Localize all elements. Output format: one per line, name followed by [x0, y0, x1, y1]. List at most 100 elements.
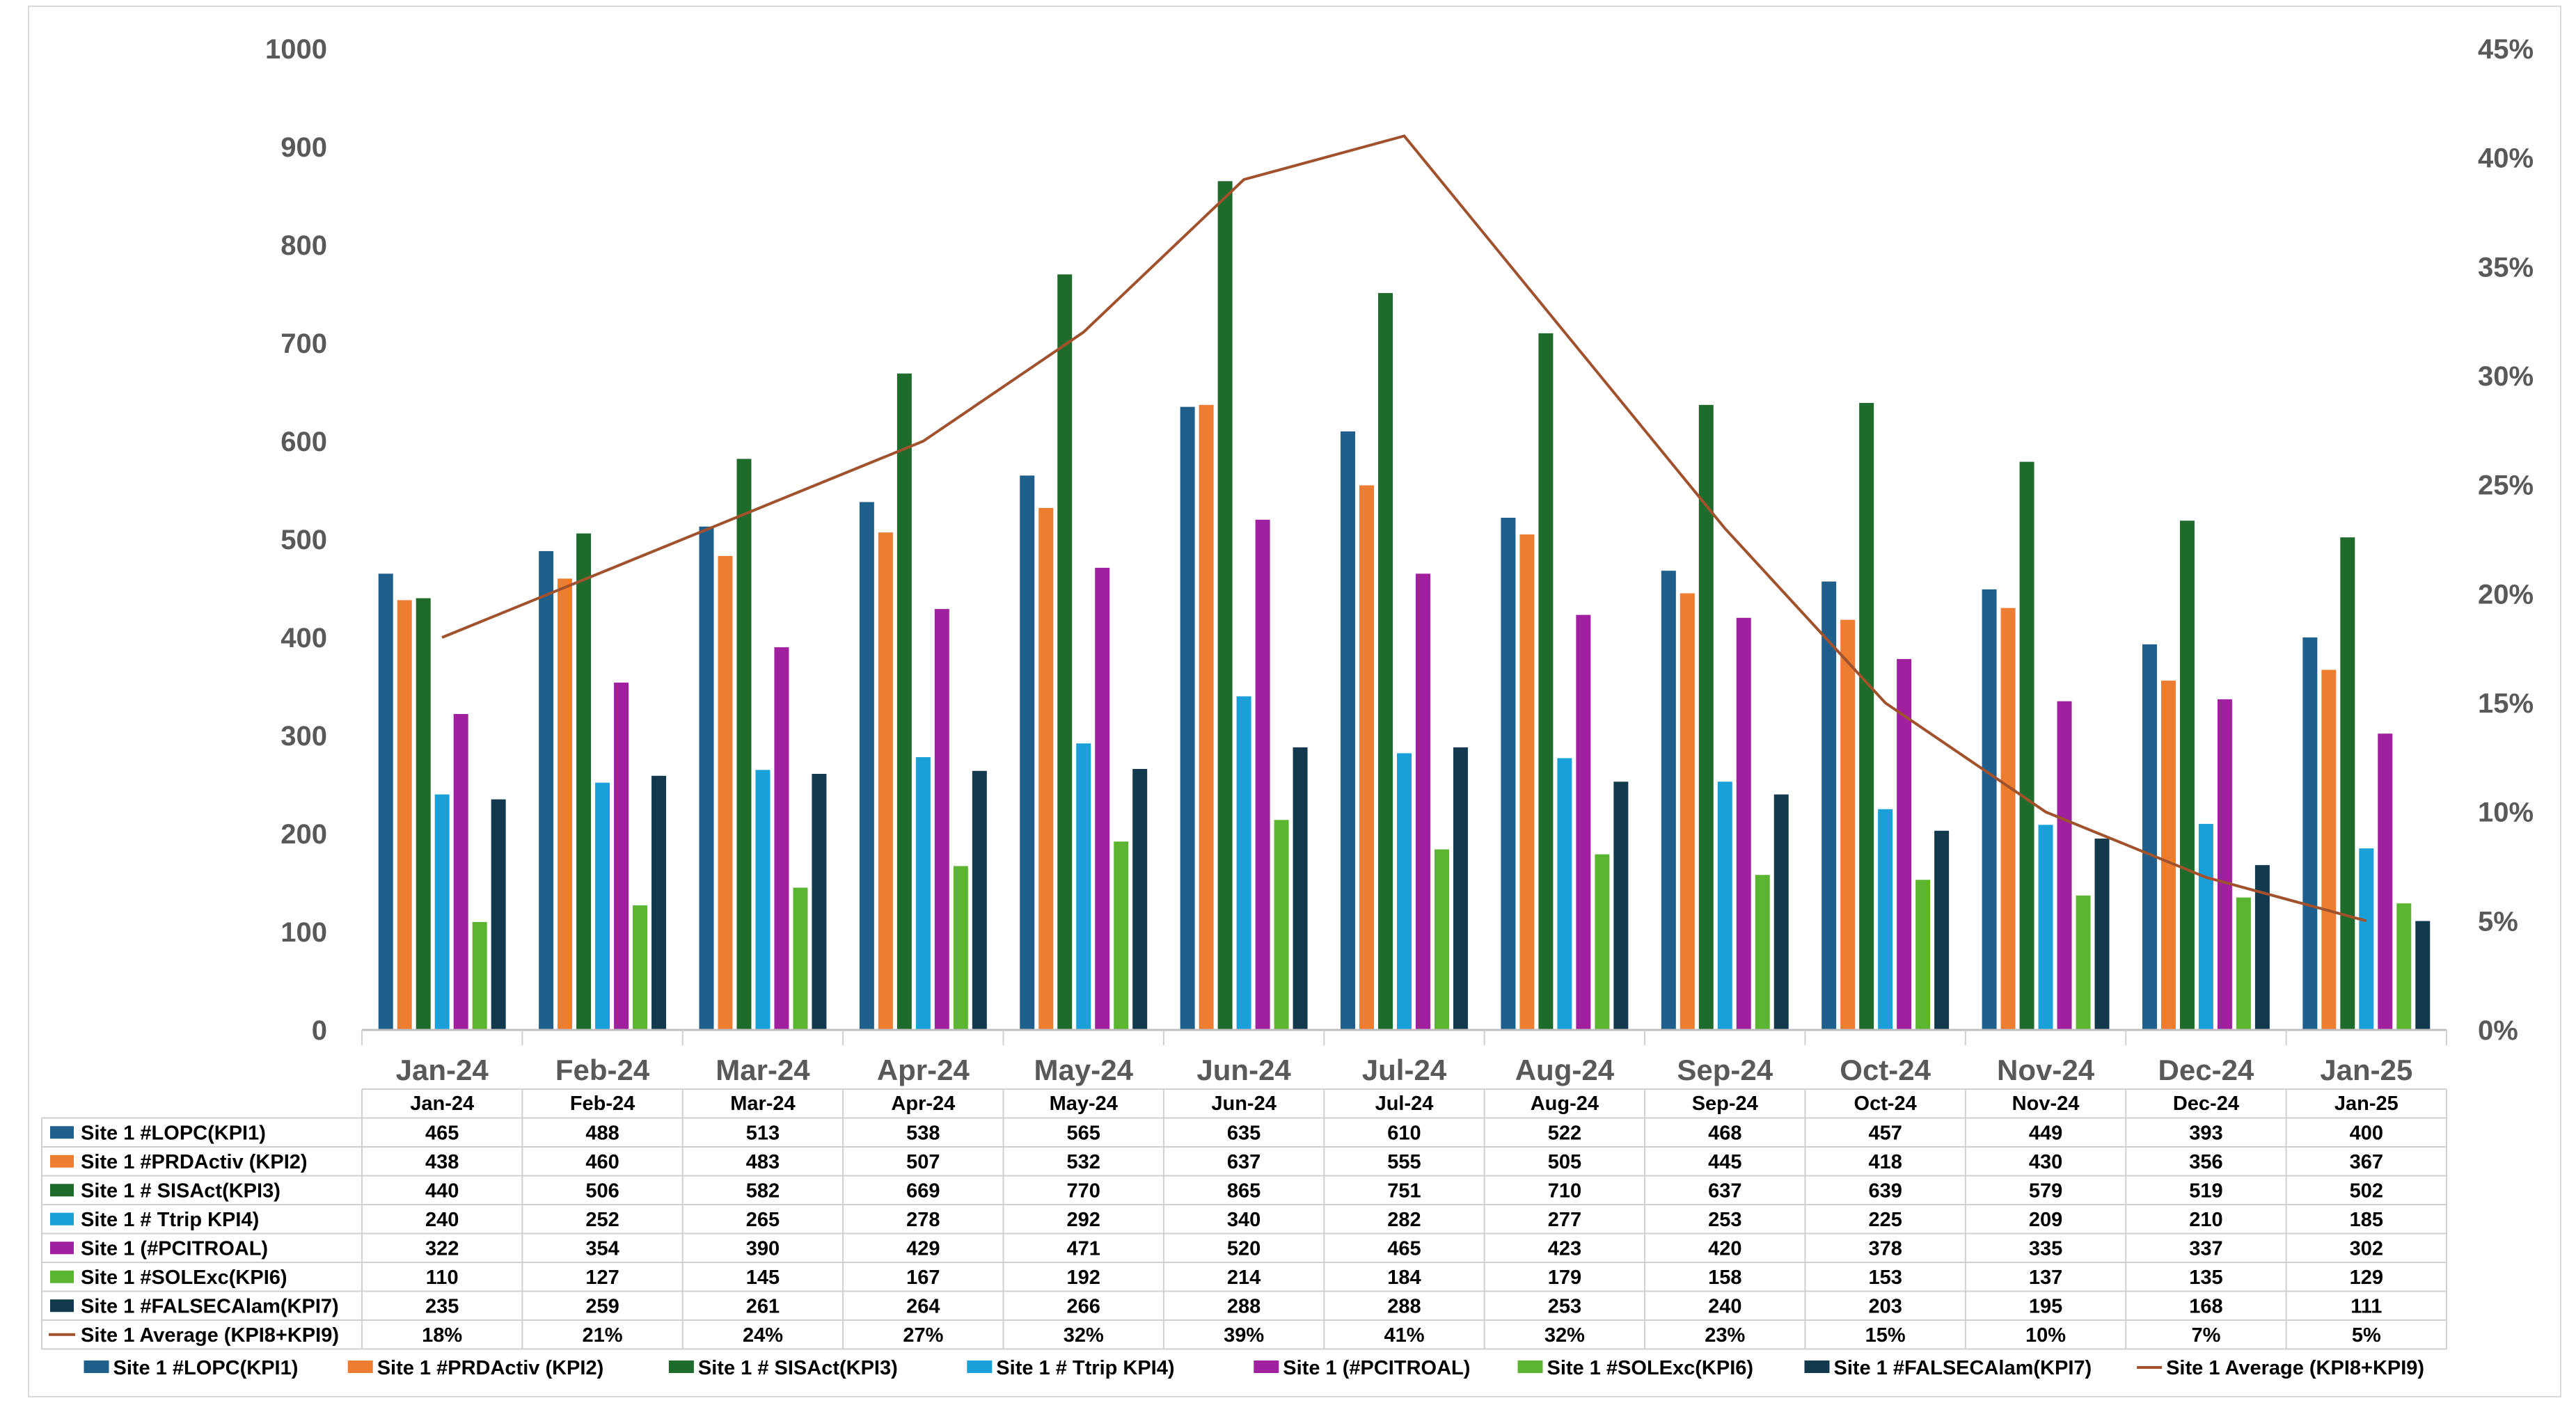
y2-tick-label: 15%: [2478, 688, 2534, 719]
line-point: [1885, 702, 1886, 704]
y-tick-label: 300: [280, 721, 327, 752]
table-cell: 440: [425, 1180, 459, 1202]
y-tick-label: 400: [280, 623, 327, 653]
table-series-key: [50, 1184, 74, 1197]
table-cell: 7%: [2191, 1324, 2220, 1347]
legend-label: Site 1 #PRDActiv (KPI2): [377, 1357, 604, 1379]
legend-label: Site 1 #FALSECAlam(KPI7): [1834, 1357, 2092, 1379]
bar: [1538, 333, 1554, 1030]
bar: [2160, 681, 2176, 1030]
table-cell: 253: [1548, 1295, 1581, 1317]
x-tick-label: Jan-25: [2320, 1054, 2412, 1086]
bar: [2038, 825, 2053, 1030]
table-cell: 252: [585, 1209, 619, 1231]
table-cell: 322: [425, 1237, 459, 1260]
legend-item: Site 1 Average (KPI8+KPI9): [2137, 1357, 2424, 1379]
table-cell: 770: [1067, 1180, 1100, 1202]
table-cell: 637: [1227, 1151, 1261, 1173]
bar: [859, 502, 874, 1030]
bar: [1840, 619, 1856, 1030]
table-series-label: Site 1 #FALSECAlam(KPI7): [81, 1295, 339, 1317]
bar: [1897, 659, 1912, 1030]
table-cell: 135: [2189, 1267, 2222, 1289]
table-cell: 356: [2189, 1151, 2222, 1173]
bar: [1736, 617, 1751, 1030]
bar: [378, 573, 393, 1030]
x-tick-label: Dec-24: [2158, 1054, 2254, 1086]
table-cell: 465: [425, 1122, 459, 1144]
bar: [1341, 431, 1356, 1030]
table-cell: 520: [1227, 1237, 1261, 1260]
table-cell: 184: [1387, 1267, 1421, 1289]
table-cell: 538: [906, 1122, 940, 1144]
bar: [1255, 519, 1270, 1030]
table-cell: 266: [1067, 1295, 1100, 1317]
table-cell: 209: [2029, 1209, 2062, 1231]
bar: [2302, 637, 2318, 1030]
table-header-cell: Dec-24: [2173, 1093, 2239, 1115]
table-cell: 167: [906, 1267, 940, 1289]
bar: [1519, 534, 1535, 1030]
table-cell: 390: [746, 1237, 780, 1260]
bar: [558, 578, 573, 1030]
bar: [614, 682, 629, 1030]
bar: [472, 921, 487, 1030]
y-tick-label: 700: [280, 328, 327, 359]
bar: [491, 799, 506, 1030]
legend-item: Site 1 # SISAct(KPI3): [668, 1357, 898, 1379]
table-header-cell: May-24: [1050, 1093, 1118, 1115]
table-cell: 637: [1708, 1180, 1741, 1202]
table-cell: 367: [2350, 1151, 2383, 1173]
bar: [576, 533, 592, 1030]
bar: [1680, 593, 1695, 1030]
table-cell: 507: [906, 1151, 940, 1173]
table-cell: 110: [426, 1267, 459, 1289]
legend-swatch: [1804, 1360, 1830, 1373]
bar: [1453, 747, 1468, 1030]
table-series-label: Site 1 # SISAct(KPI3): [81, 1180, 280, 1202]
legend-swatch: [347, 1360, 373, 1373]
table-cell: 185: [2350, 1209, 2383, 1231]
y-tick-label: 0: [312, 1015, 327, 1046]
table-cell: 710: [1548, 1180, 1581, 1202]
table-cell: 449: [2029, 1122, 2062, 1144]
table-cell: 468: [1708, 1122, 1741, 1144]
table-cell: 335: [2029, 1237, 2062, 1260]
table-cell: 579: [2029, 1180, 2062, 1202]
bar: [1698, 404, 1714, 1030]
table-cell: 423: [1548, 1237, 1581, 1260]
bar: [1859, 403, 1874, 1030]
table-header-cell: Aug-24: [1531, 1093, 1599, 1115]
legend-label: Site 1 # Ttrip KPI4): [996, 1357, 1174, 1379]
table-cell: 460: [585, 1151, 619, 1173]
legend-label: Site 1 #SOLExc(KPI6): [1547, 1357, 1754, 1379]
table-header-cell: Jul-24: [1375, 1093, 1434, 1115]
x-tick-label: Feb-24: [555, 1054, 650, 1086]
table-cell: 669: [906, 1180, 940, 1202]
bar: [1397, 753, 1412, 1030]
table-cell: 278: [906, 1209, 940, 1231]
table-cell: 418: [1868, 1151, 1902, 1173]
legend-label: Site 1 (#PCITROAL): [1283, 1357, 1470, 1379]
table-cell: 565: [1067, 1122, 1100, 1144]
legend-label: Site 1 Average (KPI8+KPI9): [2166, 1357, 2424, 1379]
table-cell: 111: [2350, 1295, 2382, 1317]
table-cell: 445: [1708, 1151, 1741, 1173]
legend-swatch: [668, 1360, 694, 1373]
line-point: [1083, 331, 1084, 333]
bar: [878, 532, 893, 1030]
table-series-key: [50, 1212, 74, 1225]
bar: [972, 770, 987, 1030]
bar: [1114, 841, 1129, 1030]
table-cell: 282: [1387, 1209, 1421, 1231]
table-cell: 519: [2189, 1180, 2222, 1202]
bar: [1501, 517, 1516, 1030]
table-header-cell: Jun-24: [1211, 1093, 1276, 1115]
table-cell: 168: [2189, 1295, 2222, 1317]
bar: [1415, 573, 1430, 1030]
table-header-cell: Jan-25: [2334, 1093, 2399, 1115]
bar: [397, 600, 412, 1030]
table-cell: 610: [1387, 1122, 1421, 1144]
table-cell: 505: [1548, 1151, 1581, 1173]
bar: [718, 555, 733, 1030]
